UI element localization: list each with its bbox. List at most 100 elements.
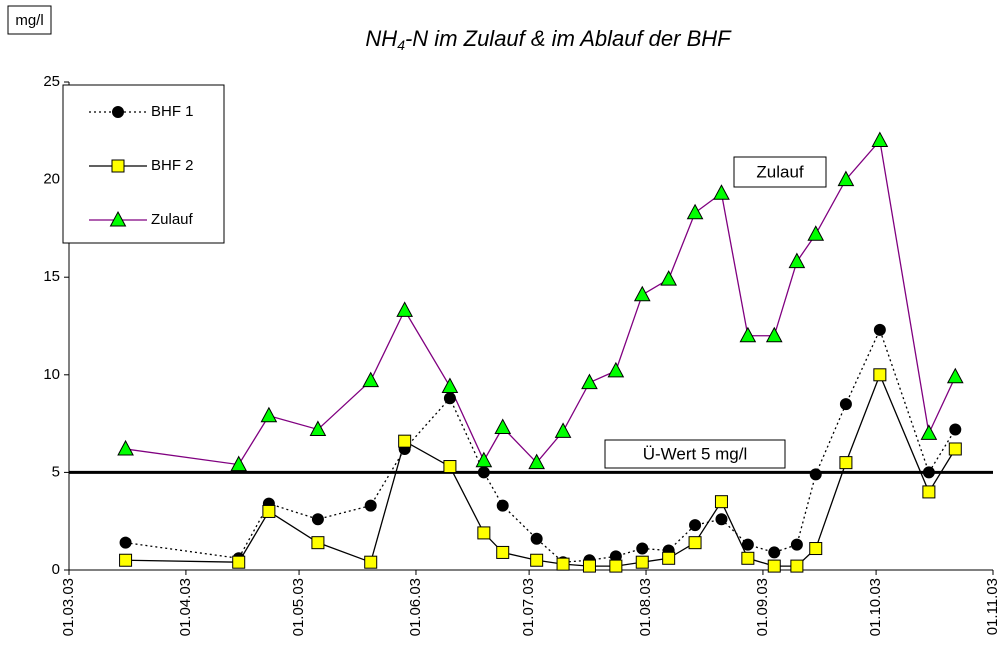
point: [260, 406, 278, 423]
unit-box: [7, 5, 52, 35]
point: [477, 466, 490, 479]
point: [528, 453, 545, 470]
point: [768, 546, 781, 559]
y-tick-label: 5: [52, 463, 60, 480]
title-part: NH: [365, 26, 397, 51]
point: [807, 225, 825, 241]
point: [633, 285, 651, 302]
y-tick-label: 15: [43, 268, 60, 285]
title-sub: 4: [397, 37, 405, 53]
point: [686, 203, 704, 220]
point: [398, 434, 412, 448]
point: [790, 538, 803, 551]
point: [839, 456, 853, 470]
point: [556, 557, 570, 571]
point: [311, 513, 324, 526]
legend-label: Zulauf: [151, 211, 194, 228]
point: [496, 545, 510, 559]
y-tick-label: 20: [43, 171, 60, 188]
point: [741, 551, 755, 565]
point: [119, 553, 133, 567]
point: [809, 468, 822, 481]
point: [477, 526, 491, 540]
point: [662, 551, 676, 565]
point: [441, 377, 459, 394]
point: [475, 451, 493, 468]
point: [871, 131, 889, 148]
x-tick-label: 01.03.03: [60, 578, 77, 636]
y-tick-label: 10: [43, 366, 60, 383]
point: [396, 301, 413, 317]
x-tick-label: 01.06.03: [407, 578, 424, 636]
point: [111, 159, 125, 173]
point: [837, 170, 855, 187]
point: [554, 422, 572, 438]
point: [922, 485, 936, 499]
x-tick-label: 01.07.03: [520, 578, 537, 636]
annotation: Zulauf: [756, 162, 804, 181]
x-tick-label: 01.11.03: [984, 578, 1001, 635]
point: [232, 555, 246, 569]
point: [949, 423, 962, 436]
point: [309, 420, 327, 436]
point: [364, 555, 378, 569]
point: [739, 326, 757, 343]
point: [839, 398, 852, 411]
point: [741, 538, 754, 551]
x-tick-label: 01.09.03: [754, 578, 771, 636]
point: [117, 439, 134, 456]
point: [715, 513, 728, 526]
point: [530, 532, 543, 545]
point: [311, 536, 325, 550]
x-tick-label: 01.08.03: [637, 578, 654, 636]
point: [948, 442, 962, 456]
point: [494, 418, 512, 435]
point: [609, 559, 623, 573]
title-part: -N im Zulauf & im Ablauf der BHF: [405, 26, 732, 51]
point: [809, 542, 823, 556]
point: [689, 519, 702, 532]
x-tick-label: 01.05.03: [290, 578, 307, 636]
point: [920, 424, 938, 440]
y-tick-label: 25: [43, 73, 60, 90]
point: [660, 270, 677, 286]
point: [496, 499, 509, 512]
point: [714, 495, 728, 509]
point: [262, 504, 276, 518]
point: [873, 368, 887, 382]
point: [767, 559, 781, 573]
point: [713, 184, 730, 200]
point: [443, 460, 457, 474]
point: [530, 553, 544, 567]
point: [946, 367, 964, 384]
point: [582, 559, 596, 573]
legend-label: BHF 2: [151, 157, 194, 174]
point: [607, 361, 625, 378]
y-tick-label: 0: [52, 561, 60, 578]
annotation-box: [733, 156, 827, 188]
chart-title: NH4-N im Zulauf & im Ablauf der BHF: [365, 26, 732, 53]
point: [873, 323, 886, 336]
point: [688, 536, 702, 550]
point: [922, 466, 935, 479]
point: [230, 455, 248, 472]
x-tick-label: 01.04.03: [177, 578, 194, 636]
y-unit: mg/l: [15, 12, 43, 29]
point: [581, 373, 598, 390]
threshold-label: Ü-Wert 5 mg/l: [643, 444, 748, 463]
threshold-box: [604, 439, 786, 469]
point: [443, 392, 456, 405]
legend-box: [62, 84, 225, 244]
legend-label: BHF 1: [151, 103, 194, 120]
point: [362, 371, 380, 388]
point: [788, 252, 806, 269]
point: [109, 210, 127, 227]
point: [636, 542, 649, 555]
point: [790, 559, 804, 573]
point: [364, 499, 377, 512]
point: [765, 326, 783, 343]
point: [119, 536, 132, 549]
point: [635, 555, 649, 569]
x-tick-label: 01.10.03: [867, 578, 884, 636]
